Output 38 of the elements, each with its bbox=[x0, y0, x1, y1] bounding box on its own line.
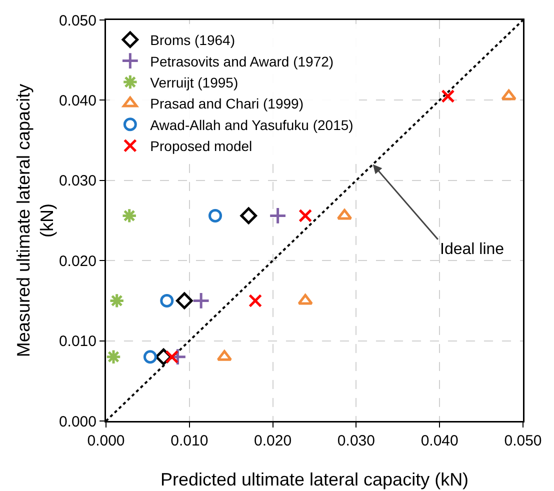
x-tick-label: 0.000 bbox=[87, 432, 125, 450]
legend-label: Prasad and Chari (1999) bbox=[150, 96, 304, 112]
x-tick-label: 0.050 bbox=[504, 432, 542, 450]
point bbox=[240, 207, 258, 224]
point bbox=[248, 294, 262, 308]
y-tick-label: 0.010 bbox=[58, 333, 96, 350]
point bbox=[165, 350, 179, 364]
y-tick-label: 0.050 bbox=[58, 12, 96, 30]
point bbox=[441, 89, 455, 103]
x-tick-label: 0.040 bbox=[420, 432, 458, 450]
point bbox=[192, 292, 210, 310]
point bbox=[106, 348, 122, 365]
y-tick-label: 0.040 bbox=[58, 92, 96, 110]
point bbox=[501, 89, 516, 100]
legend-label: Broms (1964) bbox=[150, 32, 235, 48]
point bbox=[143, 350, 157, 364]
legend-label: Proposed model bbox=[150, 138, 252, 154]
point bbox=[268, 206, 287, 225]
x-axis-title: Predicted ultimate lateral capacity (kN) bbox=[160, 470, 469, 490]
legend-label: Verruijt (1995) bbox=[150, 74, 238, 90]
point bbox=[108, 292, 125, 309]
x-tick-label: 0.020 bbox=[254, 432, 292, 450]
x-tick-label: 0.010 bbox=[170, 432, 208, 450]
point bbox=[336, 208, 352, 220]
point bbox=[176, 292, 193, 310]
annotation: Ideal line bbox=[440, 241, 504, 258]
y-tick-label: 0.020 bbox=[58, 252, 96, 270]
y-tick-label: 0.030 bbox=[58, 172, 96, 190]
legend-label: Petrasovits and Award (1972) bbox=[150, 53, 334, 70]
x-tick-label: 0.030 bbox=[337, 432, 375, 450]
point bbox=[298, 294, 313, 305]
point bbox=[298, 208, 312, 222]
legend-label: Awad-Allah and Yasufuku (2015) bbox=[150, 116, 354, 133]
point bbox=[208, 208, 222, 222]
point bbox=[122, 208, 138, 224]
point bbox=[160, 294, 174, 308]
y-axis-title: Measured ultimate lateral capacity (kN) bbox=[14, 84, 57, 358]
y-tick-label: 0.000 bbox=[58, 413, 96, 430]
